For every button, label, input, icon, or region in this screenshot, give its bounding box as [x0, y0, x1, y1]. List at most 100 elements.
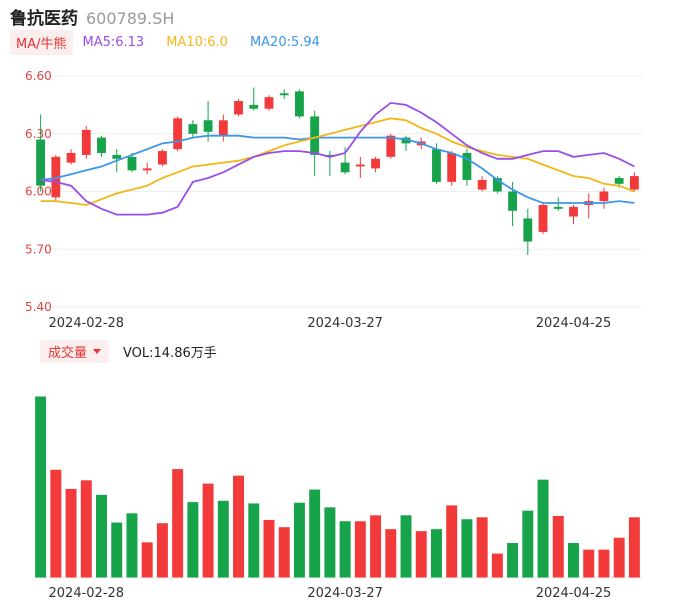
candle-body — [355, 164, 365, 167]
ma20-line — [40, 134, 635, 204]
ma10-legend: MA10:6.0 — [166, 34, 228, 50]
volume-bar — [248, 503, 260, 578]
volume-bar — [507, 543, 519, 578]
candle-body — [340, 162, 350, 173]
volume-bar — [126, 513, 138, 578]
candle-body — [538, 204, 548, 232]
volume-bar — [156, 523, 168, 578]
volume-bar — [613, 537, 625, 578]
candle-body — [188, 124, 198, 134]
ma5-legend: MA5:6.13 — [82, 34, 145, 50]
candle-body — [371, 158, 380, 169]
date-tick-label: 2024-03-27 — [307, 316, 383, 331]
volume-selector-label: 成交量 — [48, 345, 88, 361]
price-tick-label: 6.60 — [25, 69, 52, 83]
volume-bar — [400, 515, 412, 578]
volume-bar — [96, 494, 107, 578]
candle-body — [462, 153, 472, 180]
volume-bar — [80, 480, 92, 578]
candle-body — [51, 156, 61, 198]
volume-bar — [552, 515, 564, 578]
candle-body — [157, 151, 167, 165]
candle-body — [295, 91, 304, 117]
ma-legend: MA/牛熊 MA5:6.13 MA10:6.0 MA20:5.94 — [10, 29, 320, 55]
volume-bar — [202, 483, 214, 578]
ma10-line — [40, 117, 635, 206]
candle-body — [447, 153, 457, 182]
volume-bar — [370, 515, 382, 578]
volume-bar — [50, 469, 62, 578]
price-tick-label: 5.40 — [25, 300, 52, 314]
price-tick-label: 6.00 — [25, 185, 52, 199]
volume-bar — [339, 521, 351, 578]
volume-bar — [263, 519, 275, 578]
candle-body — [614, 178, 624, 184]
candle-body — [629, 176, 639, 190]
volume-bar — [309, 489, 321, 578]
volume-bar — [522, 510, 534, 578]
candle-body — [401, 137, 411, 144]
candle-body — [81, 129, 91, 155]
volume-bar — [598, 549, 610, 578]
candle-body — [432, 149, 441, 182]
volume-bar — [65, 488, 77, 578]
date-tick-label: 2024-02-28 — [49, 586, 125, 601]
candle-body — [66, 153, 76, 163]
volume-bar — [111, 522, 123, 578]
candle-body — [127, 156, 137, 171]
candle-body — [264, 97, 274, 109]
stock-header: 鲁抗医药 600789.SH — [10, 4, 174, 29]
candle-body — [553, 206, 563, 209]
ma-bull-bear-button[interactable]: MA/牛熊 — [10, 29, 73, 55]
volume-bar — [583, 549, 595, 578]
volume-bar — [354, 521, 366, 578]
volume-bar — [476, 517, 488, 578]
candle-body — [492, 178, 502, 192]
volume-bar — [415, 531, 427, 578]
candle-body — [142, 168, 152, 171]
volume-bar — [385, 529, 397, 578]
candle-body — [310, 116, 320, 155]
price-tick-label: 6.30 — [25, 127, 52, 141]
candle-body — [97, 137, 106, 153]
volume-bar — [293, 502, 305, 578]
candle-body — [508, 191, 518, 211]
candle-body — [173, 118, 183, 150]
volume-bar — [430, 529, 442, 578]
volume-bar — [35, 396, 47, 578]
volume-bar — [628, 517, 640, 578]
candle-body — [523, 218, 533, 242]
candle-body — [36, 139, 46, 186]
volume-bar — [217, 500, 229, 578]
caret-down-icon — [93, 348, 102, 354]
volume-bar — [537, 479, 549, 578]
candle-body — [112, 154, 122, 159]
candle-body — [386, 135, 396, 157]
volume-bar — [172, 469, 184, 578]
candle-body — [218, 120, 228, 136]
volume-bar — [491, 553, 503, 578]
volume-value: VOL:14.86万手 — [123, 345, 217, 361]
volume-bar — [233, 475, 245, 578]
price-tick-label: 5.70 — [25, 242, 52, 256]
candle-body — [477, 179, 487, 190]
volume-bar — [278, 527, 290, 578]
date-tick-label: 2024-04-25 — [536, 316, 612, 331]
volume-bar — [141, 542, 153, 578]
date-tick-label: 2024-04-25 — [536, 586, 612, 601]
ma5-line — [40, 101, 635, 216]
candle-body — [569, 206, 578, 217]
volume-bar — [446, 505, 458, 578]
volume-legend: 成交量 VOL:14.86万手 — [40, 339, 217, 363]
candle-body — [279, 93, 289, 96]
volume-selector-button[interactable]: 成交量 — [40, 339, 110, 363]
volume-bar — [461, 519, 473, 578]
candle-body — [325, 154, 335, 157]
ma20-legend: MA20:5.94 — [249, 34, 320, 50]
candle-body — [249, 104, 259, 109]
stock-name: 鲁抗医药 — [10, 9, 78, 29]
volume-bar — [568, 543, 579, 578]
date-tick-label: 2024-03-27 — [307, 586, 383, 601]
candle-body — [203, 120, 213, 132]
